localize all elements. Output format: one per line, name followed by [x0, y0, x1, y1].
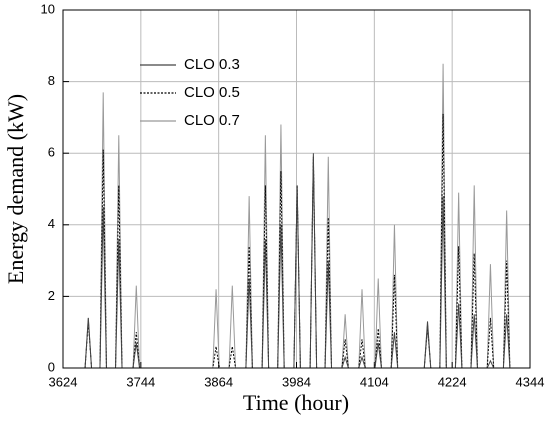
legend-label: CLO 0.5: [184, 84, 240, 101]
x-tick-label: 3864: [204, 374, 233, 389]
y-tick-label: 2: [48, 288, 55, 303]
y-tick-label: 6: [48, 145, 55, 160]
y-tick-label: 0: [48, 359, 55, 374]
plot-frame: [62, 9, 531, 369]
x-tick-label: 3744: [126, 374, 155, 389]
x-tick-label: 4224: [438, 374, 467, 389]
y-tick-label: 10: [41, 1, 55, 16]
legend-label: CLO 0.3: [184, 56, 240, 73]
x-tick-label: 4344: [516, 374, 545, 389]
x-tick-label: 4104: [360, 374, 389, 389]
series-line: [84, 153, 511, 369]
x-tick-label: 3624: [49, 374, 78, 389]
x-axis-label: Time (hour): [243, 390, 349, 415]
x-tick-label: 3984: [282, 374, 311, 389]
legend-label: CLO 0.7: [184, 112, 240, 129]
y-axis-label: Energy demand (kW): [3, 94, 28, 284]
y-tick-label: 8: [48, 73, 55, 88]
y-tick-label: 4: [48, 216, 55, 231]
series-line: [84, 113, 511, 369]
